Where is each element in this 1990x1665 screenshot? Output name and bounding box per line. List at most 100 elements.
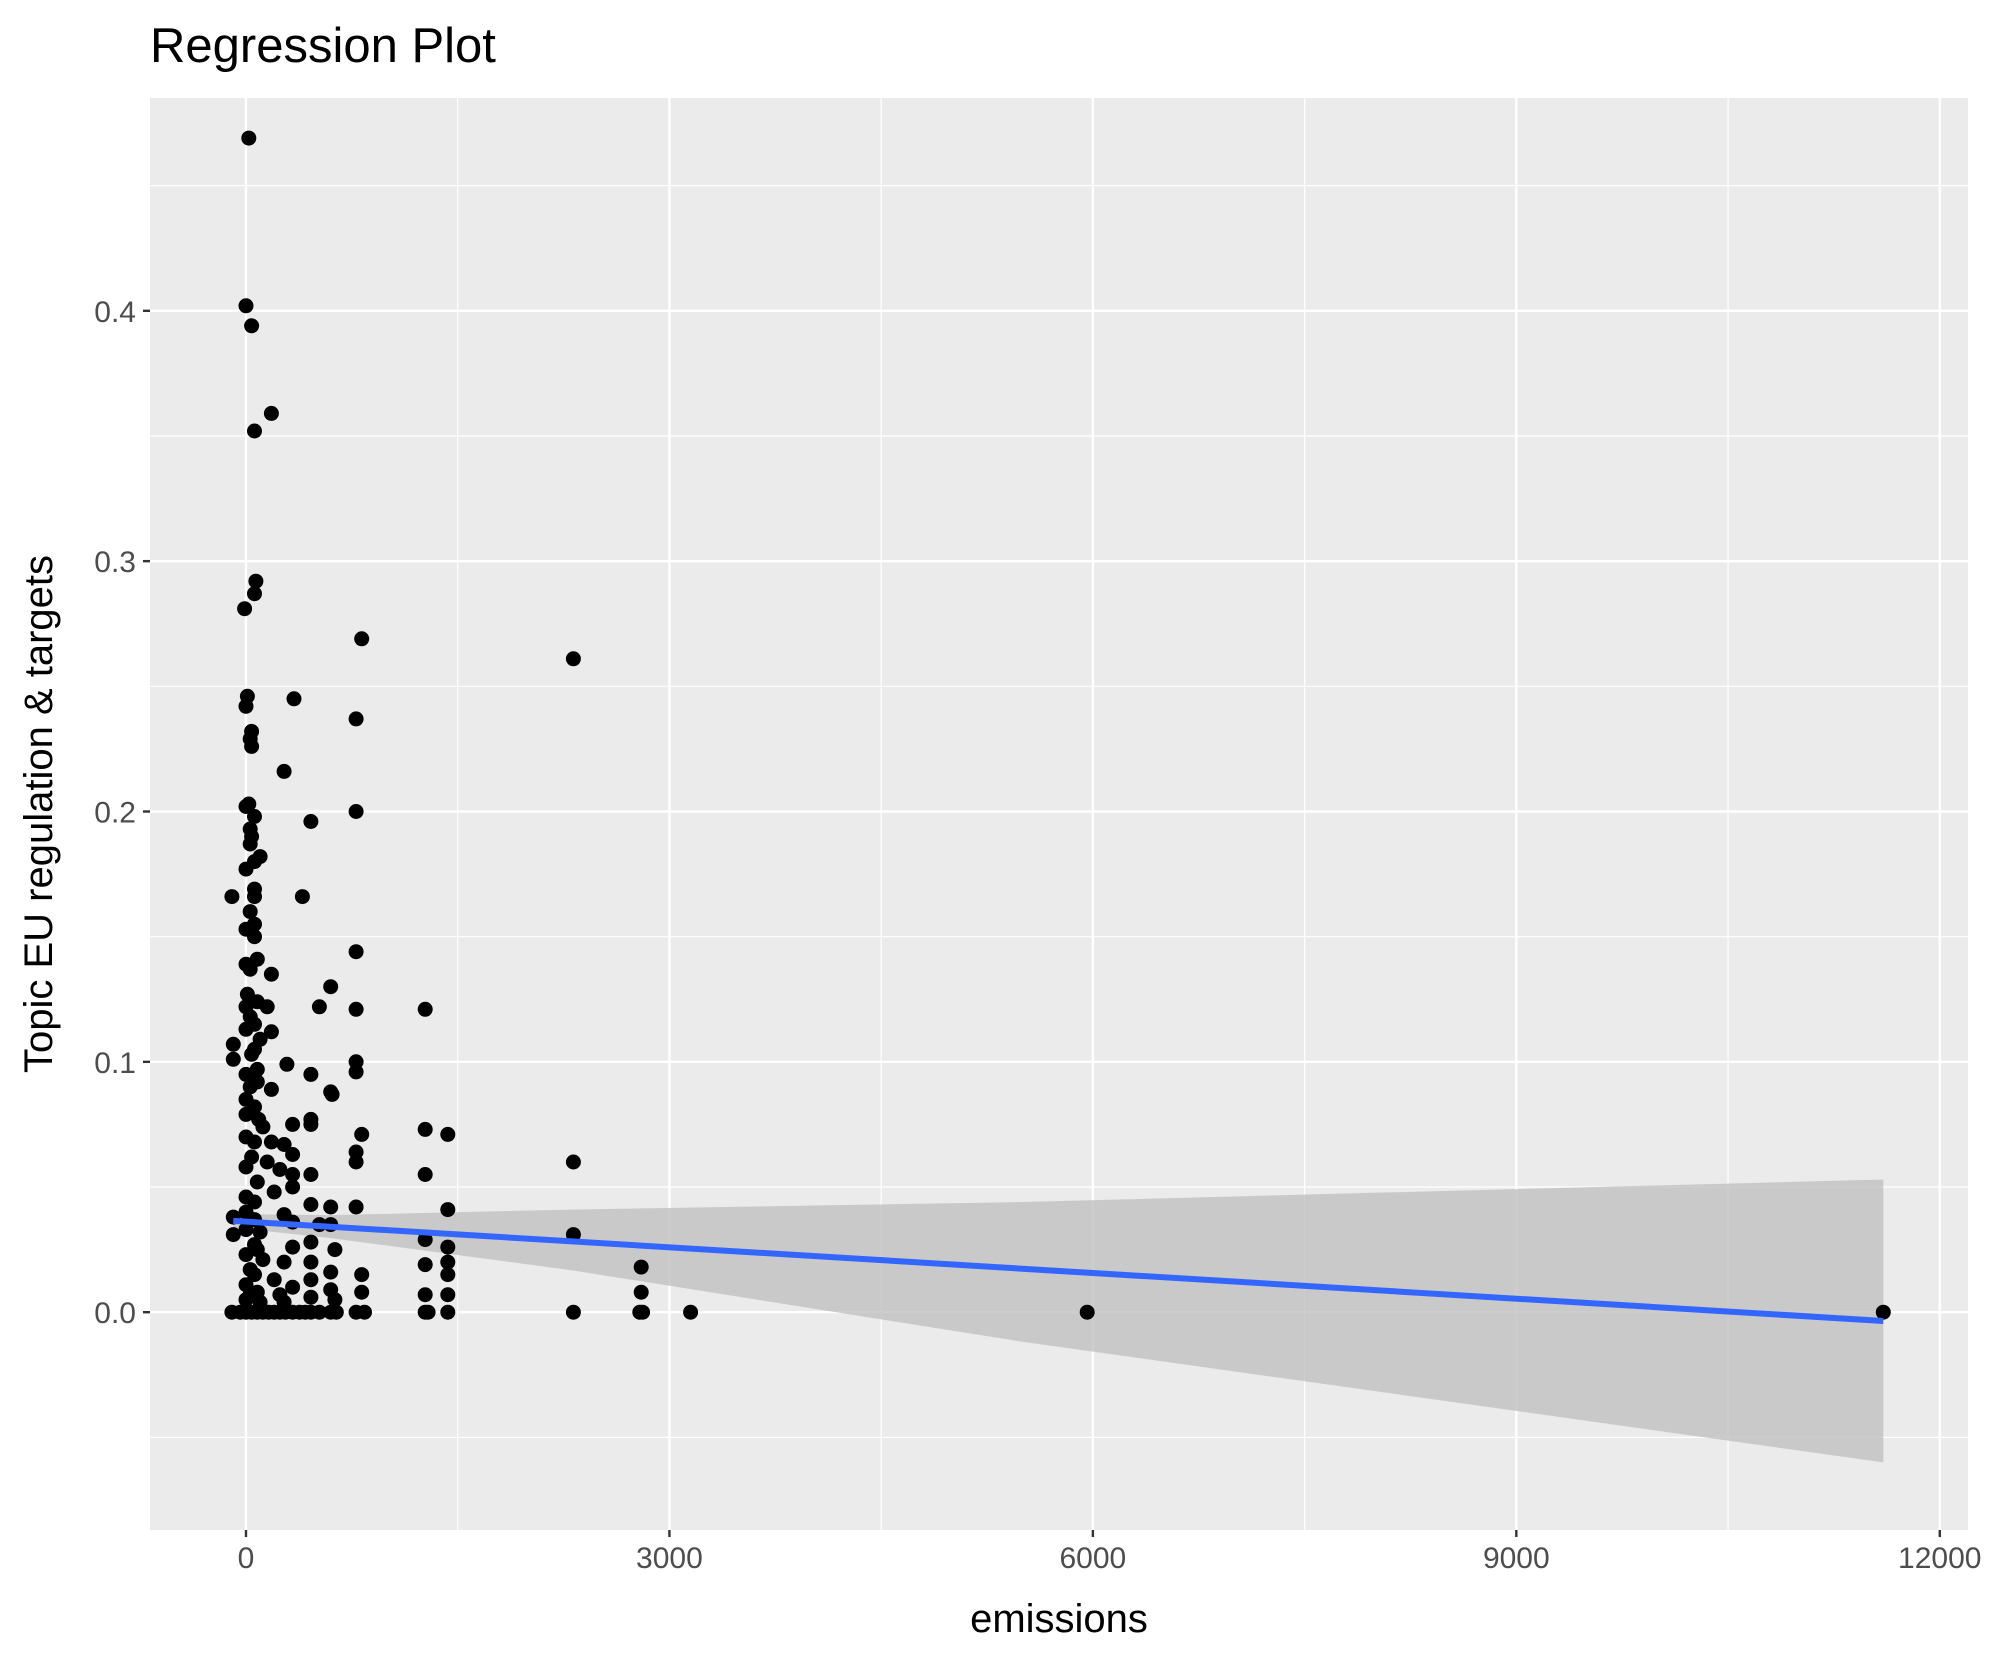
data-point [1875,1304,1891,1320]
y-tick-label: 0.2 [94,796,136,829]
y-axis-ticks: 0.0 0.1 0.2 0.3 0.4 [94,296,150,1330]
data-point [440,1254,456,1270]
data-point [633,1284,649,1300]
data-point [242,1079,258,1095]
data-point [238,1292,254,1308]
data-point [272,1162,288,1177]
data-point [242,961,258,977]
y-tick-label: 0.1 [94,1047,136,1080]
data-point [238,1106,254,1122]
data-point [249,1174,265,1190]
data-point [263,1081,279,1097]
data-point [249,1061,265,1077]
data-point [259,1154,275,1170]
data-point [294,889,310,905]
data-point [266,1272,282,1288]
data-point [238,298,254,314]
data-point [276,1137,292,1152]
data-point [348,804,364,819]
data-point [263,405,279,421]
data-point [247,1267,262,1283]
data-point [323,1199,339,1215]
data-point [417,1287,433,1303]
data-point [266,1184,282,1200]
data-point [324,1086,340,1102]
y-axis-title: Topic EU regulation & targets [17,555,61,1073]
data-point [323,1264,339,1280]
data-point [238,1021,254,1037]
data-point [303,1289,319,1305]
data-point [279,1056,295,1072]
data-point [259,999,275,1015]
data-point [263,1134,279,1150]
confidence-band [233,1179,1884,1463]
data-point [635,1304,651,1320]
data-point [303,1116,319,1132]
data-point [348,1199,364,1215]
data-point [244,738,260,754]
data-point [247,1194,262,1210]
data-point [252,1224,268,1240]
data-point [241,130,257,146]
data-point [348,1154,364,1170]
minor-gridlines [150,98,1968,1530]
data-point [238,1066,254,1082]
data-point [323,979,339,995]
data-point [417,1121,433,1137]
data-point [303,1066,319,1082]
x-tick-label: 6000 [1060,1542,1127,1575]
data-point [417,1167,433,1182]
data-point [633,1259,649,1275]
data-point [247,1134,262,1150]
data-point [285,1147,301,1162]
data-point [285,1167,301,1182]
data-point [303,1254,319,1270]
data-point [238,1159,254,1175]
data-point [247,889,262,905]
x-axis-ticks: 0 3000 6000 9000 12000 [238,1530,1981,1575]
data-point [276,763,292,779]
data-point [255,1119,271,1135]
y-tick-label: 0.3 [94,546,136,579]
data-point [440,1202,456,1218]
x-tick-label: 12000 [1898,1542,1981,1575]
data-point [225,1036,241,1052]
data-point [247,423,262,439]
data-point [285,1239,301,1255]
data-point [328,1304,344,1320]
data-point [1079,1304,1095,1320]
regression-line [233,1217,1884,1324]
data-point [327,1242,343,1258]
data-point [354,1267,370,1283]
data-point [238,698,254,714]
data-point [242,836,258,852]
data-point [565,651,581,667]
data-point [303,1234,319,1250]
data-point [238,861,254,877]
data-point [244,1046,260,1062]
data-point [440,1304,456,1320]
y-tick-label: 0.0 [94,1297,136,1330]
data-point [417,1001,433,1017]
data-point [348,711,364,727]
data-point [303,1272,319,1288]
data-point [303,814,319,829]
data-point [440,1126,456,1142]
data-point [440,1267,456,1283]
x-tick-label: 9000 [1483,1542,1550,1575]
data-point [285,1116,301,1132]
data-point [354,1126,370,1142]
x-axis-title: emissions [970,1597,1148,1641]
data-point [440,1287,456,1303]
data-point [255,1252,271,1268]
data-point [242,904,258,920]
data-point [357,1304,372,1320]
data-point [354,1284,370,1300]
data-point [285,1279,301,1295]
data-point [225,1227,241,1243]
x-tick-label: 0 [238,1542,255,1575]
data-point [237,601,253,617]
data-point [420,1304,436,1320]
chart-title: Regression Plot [150,19,496,73]
data-point [247,809,262,824]
